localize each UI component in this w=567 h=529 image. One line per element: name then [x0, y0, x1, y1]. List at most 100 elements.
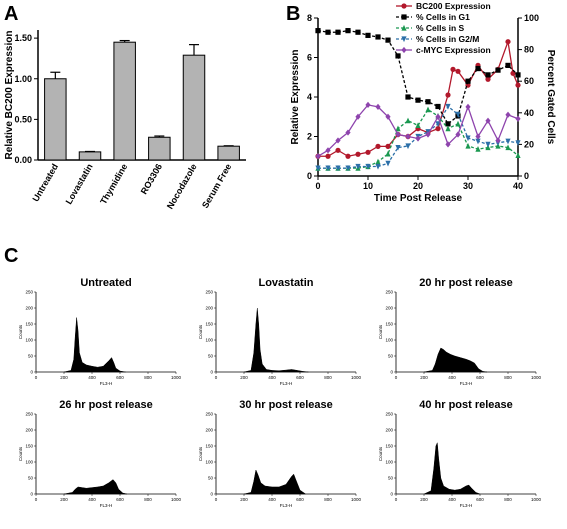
x-tick-label: 1000 — [531, 375, 542, 380]
data-point — [395, 144, 401, 151]
x-tick-label: 600 — [476, 497, 484, 502]
x-category-label: Nocodazole — [165, 162, 199, 211]
data-point — [365, 101, 371, 108]
bar — [78, 151, 102, 161]
x-tick-label: 30 — [463, 181, 473, 191]
legend-label: % Cells in G1 — [416, 12, 470, 22]
histogram-area — [423, 442, 481, 495]
data-point — [505, 144, 511, 151]
left-y-tick-label: 6 — [307, 53, 312, 63]
y-tick-label: 100 — [25, 338, 33, 343]
data-point — [515, 82, 521, 88]
legend-marker — [401, 14, 407, 20]
x-tick-label: 600 — [116, 375, 124, 380]
panel-label-b: B — [286, 3, 300, 25]
y-tick-label: 100 — [385, 460, 393, 465]
data-point — [375, 163, 381, 170]
y-axis-label: Counts — [18, 446, 23, 461]
x-tick-label: 800 — [324, 497, 332, 502]
left-y-axis-label: Relative Expression — [290, 49, 301, 144]
y-tick-label: 200 — [385, 306, 393, 311]
y-axis-label: Counts — [198, 446, 203, 461]
y-tick-label: 0 — [390, 492, 393, 497]
y-tick-label: 100 — [205, 338, 213, 343]
right-y-tick-label: 0 — [524, 171, 529, 181]
x-category-label: Thymidine — [98, 162, 129, 206]
data-point — [405, 117, 411, 124]
data-point — [450, 66, 456, 72]
right-y-tick-label: 60 — [524, 76, 534, 86]
x-tick-label: 800 — [504, 375, 512, 380]
data-point — [515, 115, 521, 122]
x-tick-label: 1000 — [351, 375, 362, 380]
left-y-tick-label: 8 — [307, 13, 312, 23]
x-axis-label: FL3-H — [100, 381, 113, 386]
y-tick-label: 0.50 — [14, 114, 32, 124]
x-tick-label: 40 — [513, 181, 523, 191]
x-tick-label: 1000 — [351, 497, 362, 502]
y-tick-label: 200 — [385, 428, 393, 433]
data-point — [435, 103, 441, 110]
y-tick-label: 200 — [205, 428, 213, 433]
y-tick-label: 1.00 — [14, 74, 32, 84]
data-point — [345, 129, 351, 136]
x-tick-label: 0 — [35, 497, 38, 502]
data-point — [405, 143, 411, 150]
x-category-label: Lovastatin — [64, 162, 95, 206]
data-point — [355, 151, 361, 157]
data-point — [375, 158, 381, 165]
data-point — [495, 137, 501, 144]
x-tick-label: 600 — [116, 497, 124, 502]
data-point — [435, 121, 441, 127]
data-point — [465, 103, 471, 110]
x-tick-label: 400 — [268, 375, 276, 380]
x-category-label: RO3306 — [139, 162, 164, 196]
data-point — [395, 53, 401, 59]
x-tick-label: 10 — [363, 181, 373, 191]
left-y-tick-label: 4 — [307, 92, 312, 102]
x-axis-label: FL3-H — [280, 381, 293, 386]
x-tick-label: 200 — [420, 497, 428, 502]
y-tick-label: 50 — [208, 354, 214, 359]
x-tick-label: 800 — [144, 497, 152, 502]
data-point — [325, 29, 331, 35]
histogram-area — [243, 307, 309, 373]
y-tick-label: 0 — [390, 370, 393, 375]
data-point — [445, 141, 451, 148]
data-point — [325, 153, 331, 159]
data-point — [505, 138, 511, 145]
data-point — [315, 165, 321, 172]
y-axis-label: Relative BC200 Expression — [4, 31, 15, 160]
panel-label-c: C — [4, 245, 18, 267]
x-axis-label: FL3-H — [280, 503, 293, 508]
x-tick-label: 600 — [296, 497, 304, 502]
y-tick-label: 150 — [25, 322, 33, 327]
y-tick-label: 250 — [25, 412, 33, 417]
data-point — [485, 76, 491, 82]
data-point — [365, 163, 371, 170]
x-tick-label: 400 — [448, 375, 456, 380]
x-tick-label: 800 — [324, 375, 332, 380]
legend-marker — [401, 24, 407, 31]
data-point — [465, 78, 471, 84]
data-point — [335, 165, 341, 172]
data-point — [495, 67, 501, 73]
data-point — [485, 141, 491, 148]
y-tick-label: 100 — [25, 460, 33, 465]
histogram-area — [423, 347, 488, 373]
y-tick-label: 150 — [205, 322, 213, 327]
legend-label: BC200 Expression — [416, 1, 491, 11]
left-y-tick-label: 2 — [307, 132, 312, 142]
x-tick-label: 400 — [268, 497, 276, 502]
y-tick-label: 250 — [205, 290, 213, 295]
data-point — [475, 146, 481, 152]
y-axis-label: Counts — [378, 446, 383, 461]
x-tick-label: 400 — [88, 375, 96, 380]
data-point — [465, 142, 471, 149]
data-point — [445, 121, 451, 127]
x-tick-label: 1000 — [531, 497, 542, 502]
data-point — [415, 122, 421, 129]
legend-marker — [401, 3, 407, 9]
data-point — [375, 103, 381, 110]
